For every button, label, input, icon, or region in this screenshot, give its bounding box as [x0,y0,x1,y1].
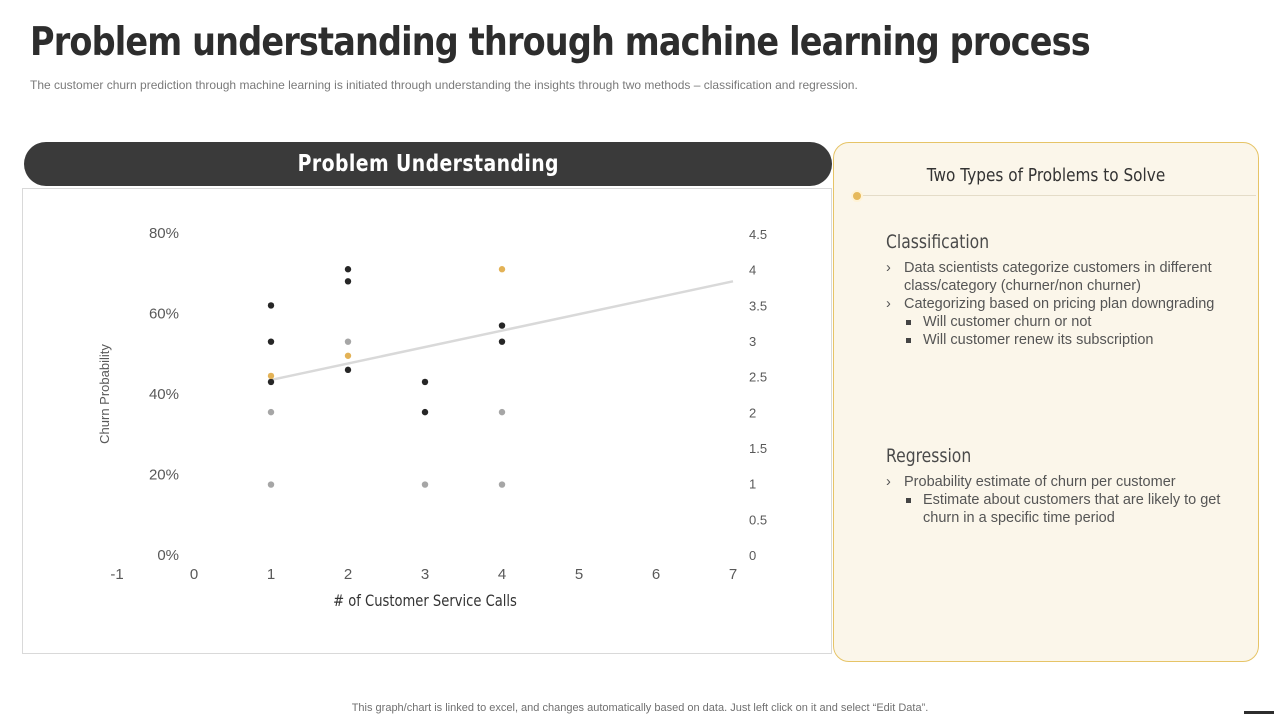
y2-tick-label: 0 [749,548,756,563]
data-point [421,378,429,386]
y2-tick-label: 0.5 [749,512,767,527]
panel-divider [856,195,1256,196]
trendline [270,280,734,382]
y-tick-label: 0% [157,547,179,564]
data-point [498,266,506,273]
data-point [498,322,506,329]
classification-list: Data scientists categorize customers in … [886,259,1226,349]
regression-heading: Regression [886,445,972,467]
x-tick-label: 7 [729,566,737,583]
y2-tick-label: 1 [749,477,756,492]
problem-types-panel: Two Types of Problems to Solve Classific… [833,142,1259,662]
x-tick-label: 5 [575,566,583,583]
data-point [344,352,352,359]
y2-tick-label: 3 [749,334,756,349]
data-point [267,481,275,488]
y-axis-title: Churn Probability [97,344,112,444]
y2-tick-label: 2 [749,405,756,420]
panel-title: Two Types of Problems to Solve [926,165,1166,186]
data-point [344,278,352,285]
data-point [421,481,429,488]
x-tick-label: 1 [267,566,275,583]
corner-decoration [1244,711,1274,714]
data-point [498,481,506,488]
y2-tick-label: 1.5 [749,441,767,456]
list-item: Will customer churn or not [886,313,1226,331]
list-item: Estimate about customers that are likely… [886,491,1226,527]
x-tick-label: 0 [190,566,198,583]
x-tick-label: 6 [652,566,660,583]
problem-understanding-header: Problem Understanding [24,142,832,186]
x-tick-label: 4 [498,566,506,583]
y2-tick-label: 3.5 [749,298,767,313]
list-item: Data scientists categorize customers in … [886,259,1226,295]
data-point [498,338,506,345]
data-point [498,408,506,416]
data-point [267,378,275,386]
y2-tick-label: 4.5 [749,227,767,242]
data-point [267,372,275,380]
y-tick-label: 60% [149,306,179,323]
x-tick-label: 3 [421,566,429,583]
list-item: Categorizing based on pricing plan downg… [886,295,1226,313]
x-tick-label: -1 [110,566,123,583]
divider-dot-icon [851,190,863,202]
y2-tick-label: 4 [749,263,756,278]
y-tick-label: 20% [149,467,179,484]
x-axis-title: # of Customer Service Calls [333,592,517,611]
classification-heading: Classification [886,231,990,253]
data-point [267,302,275,309]
data-point [344,266,352,273]
y-tick-label: 40% [149,386,179,403]
page-subtitle: The customer churn prediction through ma… [30,78,858,92]
y-tick-label: 80% [149,225,179,242]
page-title: Problem understanding through machine le… [30,20,1091,65]
data-point [421,408,429,416]
pill-label: Problem Understanding [297,151,559,177]
x-tick-label: 2 [344,566,352,583]
footer-note: This graph/chart is linked to excel, and… [351,702,929,714]
scatter-chart[interactable]: -1 0 1 2 3 4 5 6 7 0% 20% 40% 60% 80% 0 0.5 1 1.5 2 2.5 3 3.5… [23,189,833,655]
regression-list: Probability estimate of churn per custom… [886,473,1226,527]
classification-section: Classification Data scientists categoriz… [886,231,1226,349]
y2-tick-label: 2.5 [749,370,767,385]
data-point [267,338,275,345]
regression-section: Regression Probability estimate of churn… [886,445,1226,527]
data-point [344,366,352,374]
list-item: Will customer renew its subscription [886,331,1226,349]
list-item: Probability estimate of churn per custom… [886,473,1226,491]
scatter-chart-frame[interactable]: -1 0 1 2 3 4 5 6 7 0% 20% 40% 60% 80% 0 0.5 1 1.5 2 2.5 3 3.5… [22,188,832,654]
data-point [344,338,352,345]
data-point [267,408,275,416]
